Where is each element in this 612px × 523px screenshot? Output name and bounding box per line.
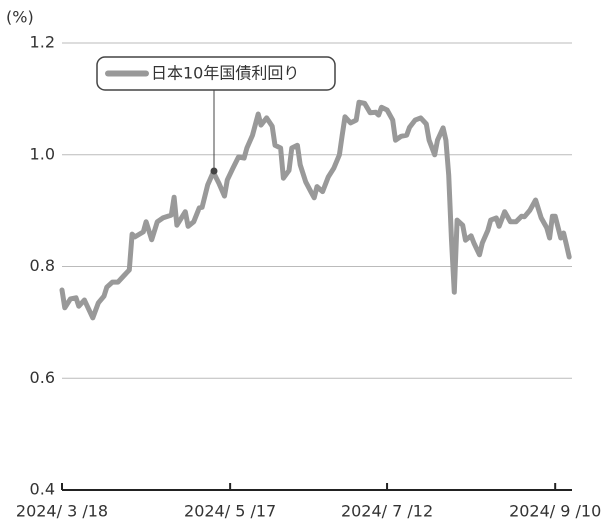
legend-box xyxy=(96,56,336,91)
y-tick-label: 0.4 xyxy=(30,480,55,499)
y-tick-label: 1.0 xyxy=(30,144,55,163)
x-tick-label: 2024/ 5 /17 xyxy=(184,502,276,521)
y-tick-label: 0.6 xyxy=(30,368,55,387)
y-unit-label: (%) xyxy=(6,8,34,27)
legend-label: 日本10年国債利回り xyxy=(151,64,299,83)
x-tick-label: 2024/ 9 /10 xyxy=(509,502,601,521)
legend-leader-dot xyxy=(210,167,218,175)
y-tick-label: 0.8 xyxy=(30,256,55,275)
y-tick-label: 1.2 xyxy=(30,33,55,52)
x-tick-label: 2024/ 7 /12 xyxy=(341,502,433,521)
data-line xyxy=(59,99,572,321)
x-tick-label: 2024/ 3 /18 xyxy=(16,502,108,521)
